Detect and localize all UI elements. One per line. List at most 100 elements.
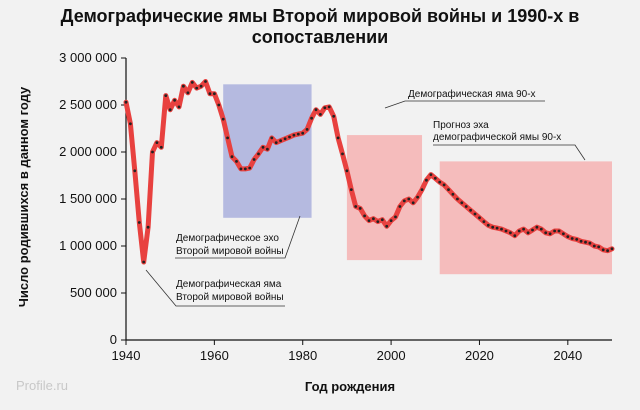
annotation-leaders xyxy=(145,100,586,307)
data-point xyxy=(367,219,371,223)
data-point xyxy=(332,114,336,118)
data-point xyxy=(133,169,137,173)
leader-90s-gap xyxy=(384,100,545,109)
annotation-ww2-gap-line-1: Демографическая яма xyxy=(176,278,282,290)
data-point xyxy=(345,169,349,173)
data-point xyxy=(208,92,212,96)
data-point xyxy=(433,176,437,180)
data-point xyxy=(442,183,446,187)
data-point xyxy=(314,108,318,112)
data-point xyxy=(190,81,194,84)
leader-ww2-gap xyxy=(145,269,285,307)
data-point xyxy=(531,228,534,232)
data-point xyxy=(319,113,322,116)
y-tick-label: 3 000 000 xyxy=(59,50,117,65)
y-tick-label: 2 500 000 xyxy=(59,97,117,112)
data-point xyxy=(323,106,327,110)
x-axis-title: Год рождения xyxy=(305,379,395,394)
data-point xyxy=(517,229,521,233)
data-point xyxy=(177,105,181,109)
data-point xyxy=(376,220,380,224)
data-point xyxy=(464,205,468,208)
data-point xyxy=(327,105,331,109)
data-point xyxy=(372,217,375,221)
leader-90s-forecast xyxy=(433,144,586,161)
data-point xyxy=(539,227,543,231)
x-tick-label: 2020 xyxy=(465,348,494,363)
data-point xyxy=(429,173,433,177)
data-point xyxy=(186,91,190,95)
data-point xyxy=(456,197,459,201)
data-point xyxy=(292,133,296,137)
y-tick-labels: 0 500 000 1 000 000 1 500 000 2 000 000 2 500… xyxy=(59,50,126,347)
data-point xyxy=(548,232,552,236)
data-point xyxy=(420,188,424,192)
data-point xyxy=(341,152,344,156)
highlight-regions xyxy=(223,84,612,275)
data-point xyxy=(597,245,601,249)
data-point xyxy=(288,135,291,139)
data-point xyxy=(402,199,406,203)
data-point xyxy=(159,145,163,149)
data-point xyxy=(129,122,132,126)
chart-title: Демографические ямы Второй мировой войны… xyxy=(60,6,580,47)
x-tick-label: 1940 xyxy=(112,348,141,363)
data-point xyxy=(606,249,609,253)
data-point xyxy=(451,192,455,196)
data-point xyxy=(363,214,366,218)
data-point xyxy=(407,197,411,201)
data-point xyxy=(380,218,384,222)
data-point xyxy=(124,100,128,104)
y-tick-label: 1 500 000 xyxy=(59,191,117,206)
data-point xyxy=(182,84,185,88)
data-point xyxy=(570,237,574,240)
leader-ww2-echo xyxy=(175,215,301,259)
data-point xyxy=(261,145,265,149)
data-point xyxy=(575,238,579,241)
data-point xyxy=(266,147,269,151)
data-point xyxy=(447,188,450,192)
data-point xyxy=(310,116,313,120)
data-point xyxy=(204,80,207,83)
data-point xyxy=(389,219,393,223)
data-point xyxy=(495,226,499,230)
annotation-ww2-gap-line-2: Второй мировой войны xyxy=(176,292,284,303)
data-point xyxy=(336,136,340,140)
data-point xyxy=(482,220,486,224)
y-tick-label: 0 xyxy=(110,332,117,347)
data-point xyxy=(504,229,508,233)
data-point xyxy=(425,178,428,182)
y-axis-title: Число родившихся в данном году xyxy=(16,86,31,307)
data-point xyxy=(217,103,221,107)
x-tick-labels: 1940 1960 1980 2000 2020 2040 xyxy=(112,340,582,363)
data-point xyxy=(195,86,199,90)
annotation-forecast-line-1: Прогноз эха xyxy=(433,120,489,131)
data-point xyxy=(460,201,464,205)
data-point xyxy=(358,207,362,210)
data-point xyxy=(584,240,587,244)
data-point xyxy=(248,166,252,170)
data-point xyxy=(146,225,150,229)
data-point xyxy=(438,180,442,184)
data-point xyxy=(239,167,243,171)
data-point xyxy=(168,108,172,112)
y-tick-label: 2 000 000 xyxy=(59,144,117,159)
data-point xyxy=(354,205,358,208)
data-point xyxy=(579,239,583,243)
data-point xyxy=(592,244,596,248)
x-tick-label: 1980 xyxy=(288,348,317,363)
data-point xyxy=(610,247,614,251)
data-point xyxy=(394,215,397,219)
data-point xyxy=(213,92,216,96)
data-point xyxy=(398,205,402,208)
watermark: Profile.ru xyxy=(16,378,68,393)
data-point xyxy=(243,167,247,171)
data-point xyxy=(588,241,592,245)
data-point xyxy=(416,195,419,199)
data-point xyxy=(270,136,274,140)
data-point xyxy=(349,188,353,192)
data-point xyxy=(296,132,300,136)
series-points xyxy=(124,80,614,264)
data-point xyxy=(221,117,225,121)
